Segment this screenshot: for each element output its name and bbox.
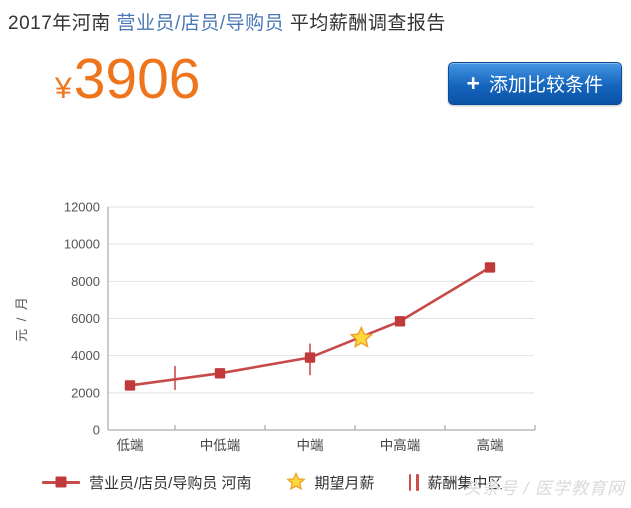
y-axis-tick-label: 6000 (71, 311, 100, 326)
series-marker (124, 380, 136, 391)
legend-item-zone: 薪酬集中区 (408, 472, 503, 493)
legend-series-label: 营业员/店员/导购员 河南 (89, 474, 252, 492)
x-axis-label: 中端 (297, 438, 324, 453)
series-marker (304, 352, 316, 363)
title-suffix: 平均薪酬调查报告 (284, 13, 446, 34)
legend-zone-label: 薪酬集中区 (427, 474, 503, 492)
series-line-swatch-icon (42, 476, 80, 488)
legend-item-expected: 期望月薪 (285, 472, 375, 493)
series-marker (214, 368, 226, 379)
expected-salary-star-icon (349, 325, 374, 348)
legend-expected-label: 期望月薪 (314, 474, 375, 492)
y-axis-tick-label: 2000 (71, 385, 100, 400)
x-axis-label: 中低端 (200, 438, 241, 453)
page-title: 2017年河南 营业员/店员/导购员 平均薪酬调查报告 (8, 8, 446, 35)
add-compare-label: 添加比较条件 (488, 75, 603, 96)
x-axis-label: 高端 (477, 437, 504, 453)
add-compare-button[interactable]: + 添加比较条件 (447, 62, 622, 105)
legend-item-series: 营业员/店员/导购员 河南 (42, 472, 252, 493)
x-axis-label: 低端 (117, 438, 144, 453)
watermark: 头条号 / 医学教育网 (463, 479, 625, 498)
currency-symbol: ¥ (55, 72, 72, 105)
series-marker (394, 316, 406, 327)
title-prefix: 2017年河南 (8, 13, 117, 34)
double-bar-icon (408, 473, 419, 491)
y-axis-tick-label: 12000 (64, 200, 100, 215)
plus-icon: + (466, 70, 480, 96)
average-salary-value: 3906 (73, 47, 201, 111)
x-axis-label: 中高端 (380, 437, 421, 453)
y-axis-tick-label: 8000 (71, 274, 100, 289)
title-job-link[interactable]: 营业员/店员/导购员 (116, 13, 285, 34)
y-axis-tick-label: 4000 (71, 348, 100, 363)
average-salary: ¥ 3906 (55, 47, 201, 111)
y-axis-title: 元 / 月 (14, 295, 29, 342)
chart-legend: 营业员/店员/导购员 河南 期望月薪 薪酬集中区 (42, 470, 503, 494)
series-marker (484, 262, 496, 273)
y-axis-tick-label: 0 (93, 423, 100, 438)
y-axis-tick-label: 10000 (64, 237, 100, 252)
star-icon (285, 472, 306, 492)
